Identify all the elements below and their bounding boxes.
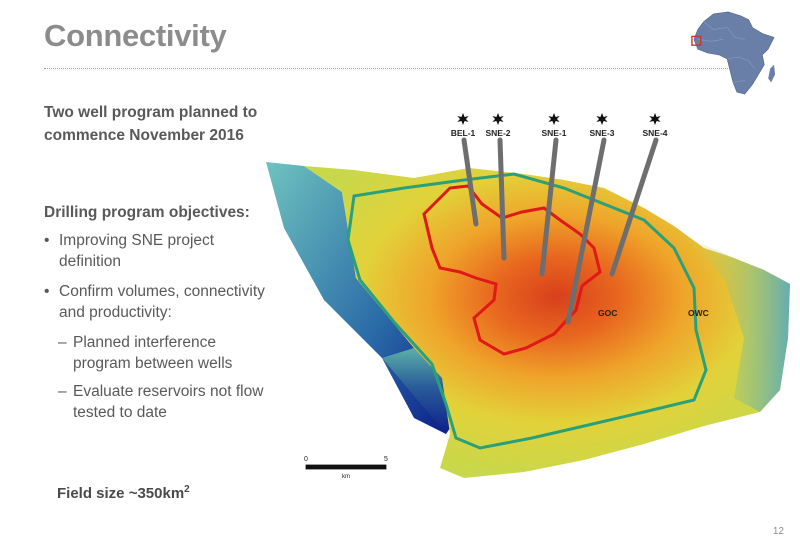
sub-bullet-marker: – xyxy=(58,383,67,400)
well-track-sne-1 xyxy=(539,137,559,277)
goc-label: GOC xyxy=(598,308,617,318)
program-summary: Two well program planned to commence Nov… xyxy=(44,104,258,144)
africa-locator-map-icon xyxy=(691,11,776,95)
list-item: – Evaluate reservoirs not flow tested to… xyxy=(44,381,274,423)
field-size: Field size ~350km2 xyxy=(57,484,190,502)
bullet-marker: • xyxy=(44,283,50,300)
title-divider xyxy=(44,68,750,69)
scale-end-label: 5 xyxy=(384,456,388,463)
list-item: • Improving SNE project definition xyxy=(44,230,274,272)
scale-unit-label: km xyxy=(342,474,350,480)
well-marker-bel-1 xyxy=(457,113,469,125)
location-marker xyxy=(691,35,702,46)
scale-start-label: 0 xyxy=(304,456,308,463)
scale-bar: 0 5 km xyxy=(304,456,388,480)
sub-bullet-marker: – xyxy=(58,334,67,351)
field-size-superscript: 2 xyxy=(184,484,190,495)
well-track-sne-4 xyxy=(609,137,659,277)
field-size-text: Field size ~350km xyxy=(57,485,185,502)
well-label-sne-4: SNE-4 xyxy=(642,128,667,138)
sub-bullet-text: Evaluate reservoirs not flow tested to d… xyxy=(73,383,264,421)
well-label-sne-3: SNE-3 xyxy=(589,128,614,138)
reservoir-3d-map: BEL-1 SNE-2 SNE-1 SNE-3 SNE-4 GOC OWC 0 … xyxy=(266,113,790,480)
well-marker-sne-4 xyxy=(649,113,661,125)
owc-contour xyxy=(346,172,708,450)
well-marker-sne-1 xyxy=(548,113,560,125)
list-item: • Confirm volumes, connectivity and prod… xyxy=(44,281,274,323)
surface-teal-edge xyxy=(684,236,790,412)
sub-bullet-text: Planned interference program between wel… xyxy=(73,334,233,372)
well-track-sne-3 xyxy=(565,137,607,325)
slide-title: Connectivity xyxy=(44,18,227,53)
well-marker-sne-2 xyxy=(492,113,504,125)
objectives-heading: Drilling program objectives: xyxy=(44,204,250,221)
page-number: 12 xyxy=(772,526,784,537)
bullet-text: Improving SNE project definition xyxy=(59,232,215,270)
well-marker-sne-3 xyxy=(596,113,608,125)
list-item: – Planned interference program between w… xyxy=(44,332,274,374)
objectives-list: • Improving SNE project definition • Con… xyxy=(44,230,274,430)
well-label-bel-1: BEL-1 xyxy=(451,128,476,138)
owc-label: OWC xyxy=(688,308,709,318)
well-tracks xyxy=(461,137,659,325)
well-track-bel-1 xyxy=(461,137,479,227)
well-track-sne-2 xyxy=(497,137,507,261)
well-label-sne-1: SNE-1 xyxy=(541,128,566,138)
well-label-sne-2: SNE-2 xyxy=(485,128,510,138)
bullet-marker: • xyxy=(44,232,50,249)
bullet-text: Confirm volumes, connectivity and produc… xyxy=(59,283,265,321)
